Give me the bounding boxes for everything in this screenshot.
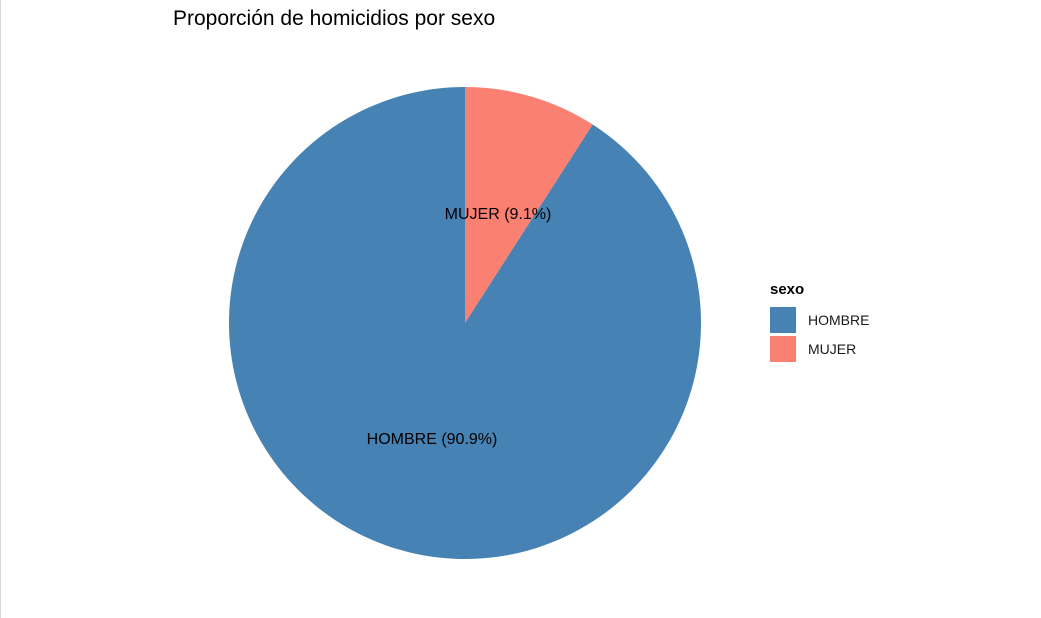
slice-label-mujer: MUJER (9.1%) [445,206,552,223]
pie-slice-mujer [465,87,593,323]
legend-key-mujer [770,336,796,362]
legend-label-mujer: MUJER [808,341,857,357]
legend-label-hombre: HOMBRE [808,312,870,328]
slice-label-hombre: HOMBRE (90.9%) [367,431,498,448]
legend-title: sexo [770,281,805,298]
legend-item-mujer: MUJER [770,335,869,363]
legend-item-hombre: HOMBRE [770,306,869,334]
legend: sexo HOMBRE MUJER [770,281,869,364]
chart-title: Proporción de homicidios por sexo [173,7,496,30]
legend-key-hombre [770,307,796,333]
frame-border [0,0,1,618]
pie-slice-hombre [228,87,701,559]
